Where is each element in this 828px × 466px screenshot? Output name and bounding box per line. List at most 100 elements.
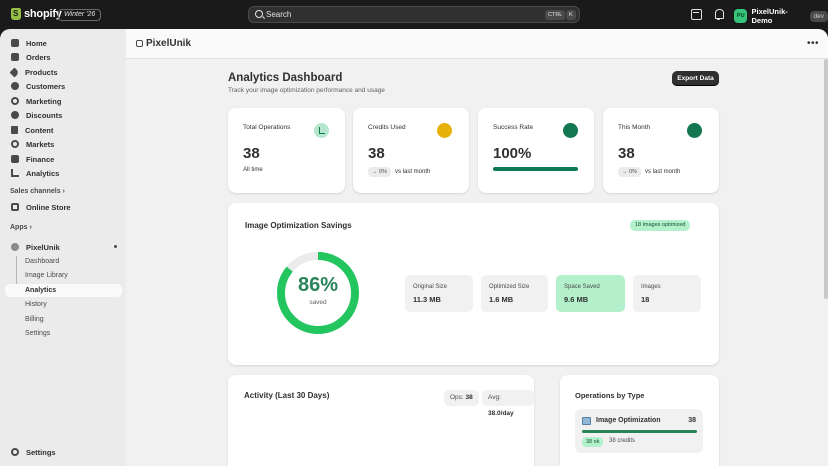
home-icon <box>11 39 19 47</box>
trend-label: vs last month <box>394 169 431 175</box>
sidebar-item-label: PixelUnik <box>26 242 60 252</box>
sidebar-item-online-store[interactable]: Online Store <box>5 200 122 214</box>
metric-value: 11.3 MB <box>413 295 441 304</box>
metric-original-size: Original Size 11.3 MB <box>405 275 473 312</box>
calendar-icon <box>687 123 702 138</box>
images-optimized-badge: 18 images optimized <box>630 220 691 231</box>
apps-heading[interactable]: Apps › <box>10 224 32 231</box>
tree-line <box>16 256 17 287</box>
sidebar-item-label: Products <box>25 67 58 77</box>
sidebar-item-analytics[interactable]: Analytics <box>5 166 122 180</box>
sidebar-subitem-dashboard[interactable]: Dashboard <box>25 258 60 265</box>
stat-label: Success Rate <box>493 124 534 131</box>
avg-label: Avg: <box>488 394 501 401</box>
sidebar-subitem-history[interactable]: History <box>25 301 47 308</box>
search-input[interactable]: Search CTRL K <box>248 6 580 23</box>
sidebar-item-markets[interactable]: Markets <box>5 137 122 151</box>
sidebar-item-marketing[interactable]: Marketing <box>5 94 122 108</box>
sidebar: Home Orders Products Customers Marketing… <box>0 29 126 466</box>
trend-chip: → 0% <box>618 167 641 177</box>
metric-images: Images 18 <box>633 275 701 312</box>
metric-value: 9.6 MB <box>564 295 589 304</box>
stat-label: This Month <box>618 124 651 131</box>
shopify-logo[interactable]: shopify <box>11 8 62 20</box>
discount-icon <box>11 111 19 119</box>
avg-pill: Avg: 38.0/day <box>482 390 534 417</box>
bell-icon[interactable] <box>714 9 725 20</box>
sidebar-item-label: Marketing <box>26 96 62 106</box>
bank-icon <box>11 155 19 163</box>
credits-label: 38 credits <box>609 438 636 444</box>
coin-icon <box>437 123 452 138</box>
donut-fill <box>277 252 359 334</box>
image-optimization-savings-card: Image Optimization Savings 18 images opt… <box>228 203 719 365</box>
orders-icon <box>11 53 19 61</box>
activity-card: Activity (Last 30 Days) Ops: 38 Avg: 38.… <box>228 375 534 466</box>
avatar: PU <box>734 9 748 23</box>
user-menu[interactable]: PU PixelUnik-Demo dev <box>734 7 828 25</box>
savings-label: saved <box>309 299 327 306</box>
sidebar-item-finance[interactable]: Finance <box>5 152 122 166</box>
sidebar-item-label: Online Store <box>26 202 71 212</box>
content-icon <box>11 126 18 134</box>
chevron-right-icon: › <box>62 188 65 195</box>
trend-label: vs last month <box>644 169 681 175</box>
metric-label: Original Size <box>413 284 448 290</box>
target-icon <box>11 97 19 105</box>
sidebar-subitem-settings[interactable]: Settings <box>25 330 51 337</box>
globe-icon <box>11 140 19 148</box>
shopify-bag-icon <box>11 8 21 20</box>
app-indicator-dot <box>114 245 117 248</box>
stat-trend: → 0% vs last month <box>618 167 680 177</box>
app-icon <box>136 40 143 47</box>
sidebar-subitem-analytics[interactable]: Analytics <box>5 284 122 297</box>
sidebar-item-label: Discounts <box>26 110 63 120</box>
ops-label: Ops: <box>450 394 464 401</box>
sidebar-subitem-billing[interactable]: Billing <box>25 316 44 323</box>
stat-card-credits-used: Credits Used 38 → 0% vs last month <box>353 108 469 193</box>
online-store-icon <box>11 203 19 211</box>
more-options-button[interactable]: ••• <box>807 38 820 49</box>
stat-foot: All time <box>243 167 263 173</box>
operation-name: Image Optimization <box>596 417 661 424</box>
app-title-bar: PixelUnik ••• <box>126 29 828 59</box>
export-data-button[interactable]: Export Data <box>672 71 719 86</box>
stat-value: 38 <box>368 145 385 162</box>
sidebar-item-settings[interactable]: Settings <box>5 445 122 459</box>
shortcut-k: K <box>566 10 576 20</box>
sidebar-item-label: Content <box>25 125 54 135</box>
sidebar-item-products[interactable]: Products <box>5 65 122 79</box>
stat-label: Credits Used <box>368 124 406 131</box>
metric-value: 18 <box>641 295 650 304</box>
chart-icon <box>11 169 19 177</box>
search-placeholder: Search <box>266 10 292 19</box>
sidebar-item-orders[interactable]: Orders <box>5 50 122 64</box>
operation-count: 38 <box>688 417 696 424</box>
scrollbar[interactable] <box>824 59 828 299</box>
sidebar-subitem-image-library[interactable]: Image Library <box>25 272 68 279</box>
sidebar-item-content[interactable]: Content <box>5 123 122 137</box>
sidebar-item-customers[interactable]: Customers <box>5 79 122 93</box>
sales-channels-label: Sales channels <box>10 188 61 195</box>
metric-optimized-size: Optimized Size 1.6 MB <box>481 275 548 312</box>
sidebar-item-home[interactable]: Home <box>5 36 122 50</box>
page-subtitle: Track your image optimization performanc… <box>228 87 385 94</box>
image-icon <box>582 417 591 425</box>
dev-badge: dev <box>809 10 828 22</box>
metric-value: 1.6 MB <box>489 295 514 304</box>
metric-label: Images <box>641 284 661 290</box>
sidebar-item-label: Customers <box>26 81 66 91</box>
sidebar-item-label: Settings <box>26 447 56 457</box>
sidebar-item-label: Markets <box>26 139 55 149</box>
brand-name: shopify <box>24 8 62 20</box>
trend-chip: → 0% <box>368 167 391 177</box>
sidebar-item-discounts[interactable]: Discounts <box>5 108 122 122</box>
sidebar-item-pixelunik[interactable]: PixelUnik <box>5 240 122 254</box>
sidebar-item-label: Finance <box>26 154 55 164</box>
operation-type-row: Image Optimization 38 38 ok 38 credits <box>575 409 703 453</box>
apps-label: Apps <box>10 224 28 231</box>
sales-channels-heading[interactable]: Sales channels › <box>10 188 65 195</box>
page-title: Analytics Dashboard <box>228 72 343 84</box>
store-icon[interactable] <box>691 9 702 20</box>
bar-chart-icon <box>314 123 329 138</box>
